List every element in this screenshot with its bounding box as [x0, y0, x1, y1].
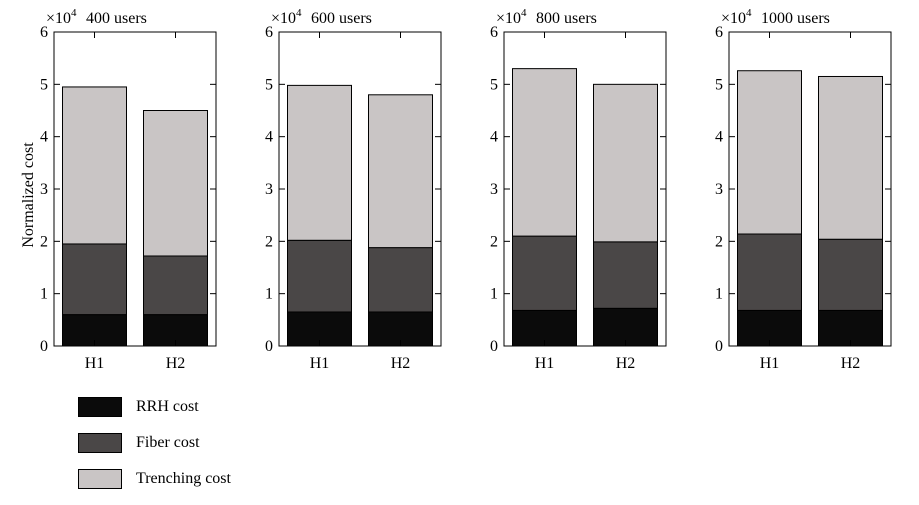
y-tick-label: 6 [490, 24, 498, 41]
panel-title: 800 users [536, 10, 597, 27]
x-tick-label: H2 [841, 355, 861, 372]
x-tick-label: H1 [310, 355, 330, 372]
y-tick-label: 2 [490, 233, 498, 250]
y-tick-label: 5 [715, 76, 723, 93]
y-tick-label: 0 [265, 338, 273, 355]
legend-label-fiber: Fiber cost [136, 434, 200, 451]
y-multiplier: ×104 [721, 7, 752, 27]
bar-segment-fiber-h2 [368, 247, 433, 313]
x-tick-label: H1 [85, 355, 105, 372]
panel-title: 600 users [311, 10, 372, 27]
y-tick-label: 1 [490, 286, 498, 303]
y-axis-label: Normalized cost [20, 142, 37, 248]
panel-2: H1 H2 0 1 2 3 4 5 6×104 600 users [265, 7, 442, 372]
x-tick-label: H2 [166, 355, 186, 372]
bar-segment-trenching-h1 [62, 86, 127, 245]
bar-segment-trenching-h1 [737, 70, 802, 235]
y-tick-label: 2 [40, 233, 48, 250]
y-tick-label: 2 [265, 233, 273, 250]
legend-item-fiber: Fiber cost [78, 433, 231, 453]
y-tick-label: 0 [40, 338, 48, 355]
y-multiplier-exponent: 4 [521, 7, 527, 19]
bar-segment-trenching-h1 [287, 84, 352, 241]
legend-swatch-rrh [78, 397, 122, 417]
y-tick-label: 2 [715, 233, 723, 250]
legend-item-trenching: Trenching cost [78, 469, 231, 489]
x-tick-label: H2 [616, 355, 636, 372]
bar-segment-fiber-h1 [737, 233, 802, 311]
panel-4: H1 H2 0 1 2 3 4 5 6×104 1000 users [715, 7, 892, 372]
y-multiplier-exponent: 4 [71, 7, 77, 19]
legend-swatch-trenching [78, 469, 122, 489]
panel-3: H1 H2 0 1 2 3 4 5 6×104 800 users [490, 7, 667, 372]
legend: RRH cost Fiber cost Trenching cost [78, 397, 231, 505]
y-tick-label: 3 [715, 181, 723, 198]
y-tick-label: 0 [715, 338, 723, 355]
y-multiplier: ×104 [496, 7, 527, 27]
bar-segment-trenching-h2 [818, 75, 883, 240]
legend-label-trenching: Trenching cost [136, 470, 231, 487]
y-tick-label: 5 [265, 76, 273, 93]
x-tick-label: H1 [535, 355, 555, 372]
bar-segment-trenching-h1 [512, 68, 577, 237]
y-tick-label: 4 [715, 129, 723, 146]
y-tick-label: 6 [40, 24, 48, 41]
y-tick-label: 6 [265, 24, 273, 41]
y-tick-label: 1 [265, 286, 273, 303]
x-tick-label: H1 [760, 355, 780, 372]
bar-segment-fiber-h2 [818, 238, 883, 311]
y-tick-label: 5 [490, 76, 498, 93]
y-tick-label: 5 [40, 76, 48, 93]
bar-segment-fiber-h1 [62, 243, 127, 316]
y-tick-label: 3 [40, 181, 48, 198]
bar-segment-fiber-h2 [143, 255, 208, 316]
bar-segment-fiber-h2 [593, 241, 658, 309]
legend-item-rrh: RRH cost [78, 397, 231, 417]
y-tick-label: 4 [265, 129, 273, 146]
y-multiplier: ×104 [271, 7, 302, 27]
y-tick-label: 1 [40, 286, 48, 303]
bar-segment-trenching-h2 [143, 110, 208, 257]
y-multiplier: ×104 [46, 7, 77, 27]
bar-segment-trenching-h2 [593, 83, 658, 243]
panel-title: 1000 users [761, 10, 830, 27]
y-tick-label: 4 [490, 129, 498, 146]
x-tick-label: H2 [391, 355, 411, 372]
bar-segment-fiber-h1 [287, 239, 352, 313]
legend-label-rrh: RRH cost [136, 398, 199, 415]
panel-title: 400 users [86, 10, 147, 27]
y-tick-label: 4 [40, 129, 48, 146]
y-tick-label: 1 [715, 286, 723, 303]
y-multiplier-exponent: 4 [296, 7, 302, 19]
y-tick-label: 3 [490, 181, 498, 198]
bar-segment-trenching-h2 [368, 94, 433, 249]
y-tick-label: 3 [265, 181, 273, 198]
panel-1: H1 H2 0 1 2 3 4 5 6×104 400 users [40, 7, 217, 372]
y-multiplier-exponent: 4 [746, 7, 752, 19]
bar-segment-fiber-h1 [512, 235, 577, 311]
y-tick-label: 6 [715, 24, 723, 41]
legend-swatch-fiber [78, 433, 122, 453]
y-tick-label: 0 [490, 338, 498, 355]
